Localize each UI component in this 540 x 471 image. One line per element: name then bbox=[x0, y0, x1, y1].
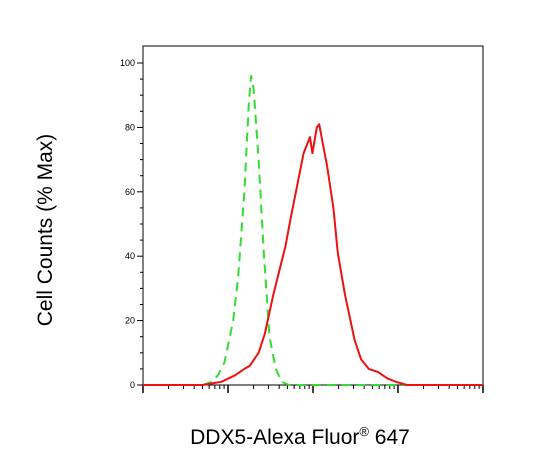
x-axis-label-tail: 647 bbox=[368, 426, 410, 449]
y-tick-label: 60 bbox=[125, 187, 135, 197]
x-axis-ticks bbox=[142, 385, 484, 393]
y-axis-ticks: 0 20 40 60 80 100 bbox=[120, 58, 143, 390]
x-axis-label: DDX5-Alexa Fluor® 647 bbox=[150, 424, 450, 450]
y-tick-label: 100 bbox=[120, 58, 135, 68]
series-line-1 bbox=[143, 74, 483, 386]
plot-frame bbox=[142, 45, 484, 386]
x-axis-label-registered-mark: ® bbox=[359, 424, 369, 439]
plot-border bbox=[142, 45, 484, 386]
series-line-2 bbox=[143, 123, 483, 386]
y-tick-label: 80 bbox=[125, 122, 135, 132]
x-axis-label-main: DDX5-Alexa Fluor bbox=[190, 426, 360, 449]
y-tick-label: 20 bbox=[125, 316, 135, 326]
series-layer bbox=[143, 74, 483, 386]
y-tick-label: 40 bbox=[125, 251, 135, 261]
y-tick-label: 0 bbox=[130, 380, 135, 390]
y-axis-label: Cell Counts (% Max) bbox=[34, 134, 57, 327]
